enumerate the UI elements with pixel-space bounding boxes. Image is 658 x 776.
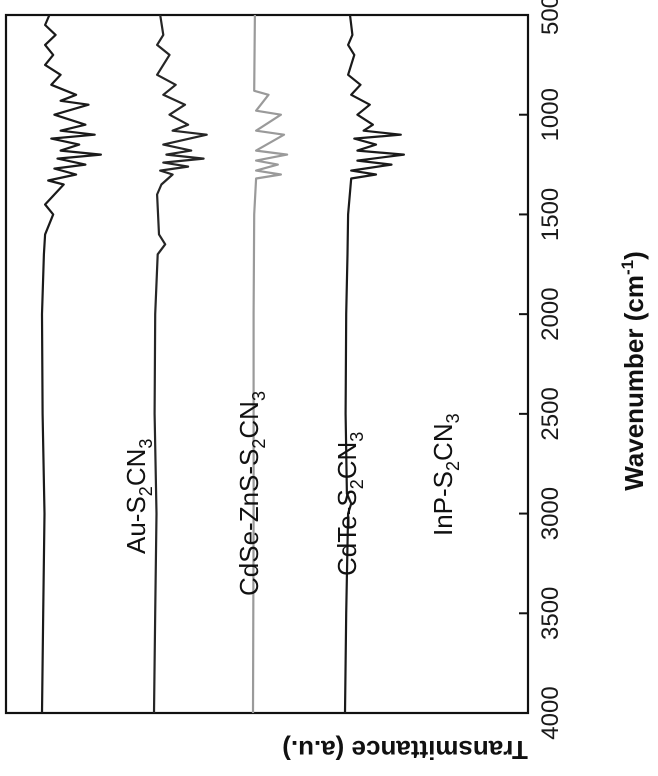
x-tick-label: 2500	[537, 387, 564, 440]
x-tick-label: 3500	[537, 587, 564, 640]
x-axis-ticks: 4000 3500 3000 2500 2000 1500 1000 500	[519, 0, 564, 740]
series-label-cdse-zns: CdSe-ZnS-S2CN3	[234, 391, 269, 596]
x-tick-label: 1500	[537, 188, 564, 241]
x-tick-label: 500	[537, 0, 564, 35]
series-label-au: Au-S2CN3	[121, 439, 156, 554]
y-axis-title: Transmittance (a.u.)	[282, 735, 528, 765]
series-line-0	[42, 15, 101, 713]
x-tick-label: 2000	[537, 287, 564, 340]
plot-frame	[6, 15, 528, 713]
series-line-1	[154, 15, 207, 713]
series-line-2	[253, 15, 287, 713]
series-line-3	[345, 15, 404, 713]
x-tick-label: 4000	[537, 686, 564, 739]
series-lines	[42, 15, 404, 713]
x-tick-label: 3000	[537, 487, 564, 540]
series-label-cdte: CdTe-S2CN3	[332, 432, 367, 576]
series-label-inp: InP-S2CN3	[428, 413, 463, 536]
x-axis-title: Wavenumber (cm-1)	[618, 251, 649, 491]
x-tick-label: 1000	[537, 88, 564, 141]
